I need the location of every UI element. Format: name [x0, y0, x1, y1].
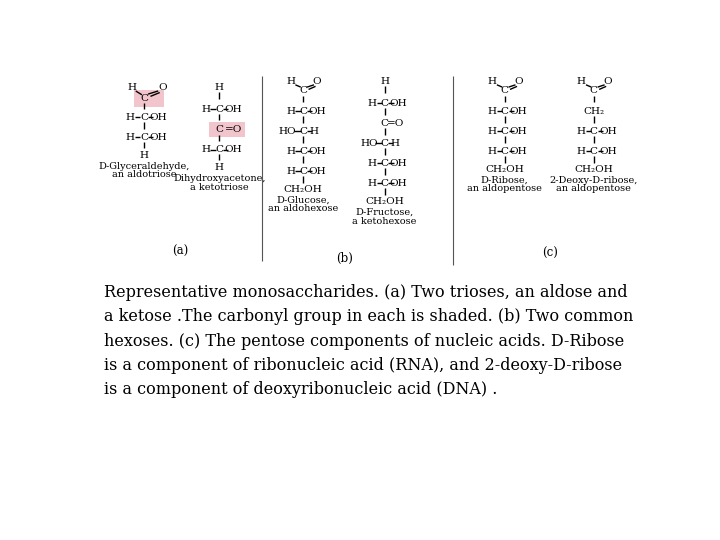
Text: H: H	[287, 166, 295, 176]
Text: OH: OH	[599, 126, 616, 136]
Text: C: C	[299, 126, 307, 136]
Text: D-Glucose,: D-Glucose,	[276, 196, 330, 205]
Text: C: C	[380, 179, 389, 188]
Text: C: C	[215, 145, 223, 154]
Text: OH: OH	[308, 166, 326, 176]
Text: (c): (c)	[541, 247, 557, 260]
Text: O: O	[514, 77, 523, 86]
Text: C: C	[299, 106, 307, 116]
Text: C: C	[299, 146, 307, 156]
Text: D-Ribose,: D-Ribose,	[481, 176, 528, 185]
Text: H: H	[577, 77, 586, 86]
Text: C: C	[140, 113, 148, 122]
Text: an aldotriose: an aldotriose	[112, 171, 176, 179]
Text: Representative monosaccharides. (a) Two trioses, an aldose and
a ketose .The car: Representative monosaccharides. (a) Two …	[104, 284, 634, 398]
Text: C: C	[590, 146, 598, 156]
Text: O: O	[158, 83, 167, 92]
Text: an aldohexose: an aldohexose	[268, 204, 338, 213]
Text: OH: OH	[390, 159, 408, 168]
Text: C: C	[140, 133, 148, 141]
Text: C: C	[500, 146, 508, 156]
Bar	[134, 90, 163, 107]
Text: C: C	[215, 125, 223, 134]
Text: OH: OH	[225, 145, 242, 154]
Text: H: H	[487, 126, 497, 136]
Text: =O: =O	[225, 125, 242, 134]
Text: C: C	[500, 106, 508, 116]
Text: (a): (a)	[172, 245, 188, 258]
Text: OH: OH	[510, 146, 527, 156]
Text: D-Glyceraldehyde,: D-Glyceraldehyde,	[99, 162, 190, 171]
Text: OH: OH	[510, 126, 527, 136]
Text: =O: =O	[387, 119, 404, 128]
Text: H: H	[368, 159, 377, 168]
Text: OH: OH	[390, 179, 408, 188]
Text: OH: OH	[390, 99, 408, 108]
Text: an aldopentose: an aldopentose	[467, 184, 542, 193]
Text: H: H	[140, 151, 149, 160]
Text: H: H	[287, 106, 295, 116]
Text: OH: OH	[149, 113, 167, 122]
Text: H: H	[287, 77, 295, 86]
Text: a ketotriose: a ketotriose	[190, 183, 248, 192]
Text: an aldopentose: an aldopentose	[557, 184, 631, 193]
Text: H: H	[126, 133, 135, 141]
Text: OH: OH	[599, 146, 616, 156]
Text: C: C	[380, 139, 389, 148]
Text: CH₂OH: CH₂OH	[365, 197, 404, 206]
Text: Dihydroxyacetone,: Dihydroxyacetone,	[174, 174, 266, 183]
Bar	[210, 122, 245, 137]
Text: C: C	[215, 105, 223, 114]
Text: H: H	[487, 146, 497, 156]
Text: 2-Deoxy-D-ribose,: 2-Deoxy-D-ribose,	[549, 176, 638, 185]
Text: H: H	[391, 139, 400, 148]
Text: C: C	[500, 86, 508, 96]
Text: CH₂OH: CH₂OH	[485, 165, 524, 174]
Text: (b): (b)	[336, 252, 353, 265]
Text: O: O	[603, 77, 612, 86]
Text: H: H	[368, 179, 377, 188]
Text: OH: OH	[308, 106, 326, 116]
Text: H: H	[487, 77, 497, 86]
Text: H: H	[201, 145, 210, 154]
Text: HO: HO	[360, 139, 378, 148]
Text: D-Fructose,: D-Fructose,	[356, 208, 413, 217]
Text: H: H	[577, 126, 586, 136]
Text: H: H	[215, 83, 224, 92]
Text: H: H	[201, 105, 210, 114]
Text: HO: HO	[279, 126, 297, 136]
Text: H: H	[215, 164, 224, 172]
Text: OH: OH	[149, 133, 167, 141]
Text: H: H	[127, 83, 136, 92]
Text: a ketohexose: a ketohexose	[352, 217, 417, 226]
Text: OH: OH	[308, 146, 326, 156]
Text: CH₂OH: CH₂OH	[284, 185, 323, 194]
Text: CH₂OH: CH₂OH	[575, 165, 613, 174]
Text: O: O	[312, 77, 321, 86]
Text: C: C	[299, 86, 307, 96]
Text: OH: OH	[510, 106, 527, 116]
Text: H: H	[380, 77, 389, 86]
Text: H: H	[577, 146, 586, 156]
Text: OH: OH	[225, 105, 242, 114]
Text: H: H	[126, 113, 135, 122]
Text: C: C	[590, 126, 598, 136]
Text: CH₂: CH₂	[583, 106, 604, 116]
Text: H: H	[287, 146, 295, 156]
Text: H: H	[487, 106, 497, 116]
Text: C: C	[380, 99, 389, 108]
Text: C: C	[380, 119, 389, 128]
Text: C: C	[590, 86, 598, 96]
Text: C: C	[140, 94, 148, 103]
Text: C: C	[299, 166, 307, 176]
Text: C: C	[380, 159, 389, 168]
Text: H: H	[368, 99, 377, 108]
Text: H: H	[310, 126, 318, 136]
Text: C: C	[500, 126, 508, 136]
